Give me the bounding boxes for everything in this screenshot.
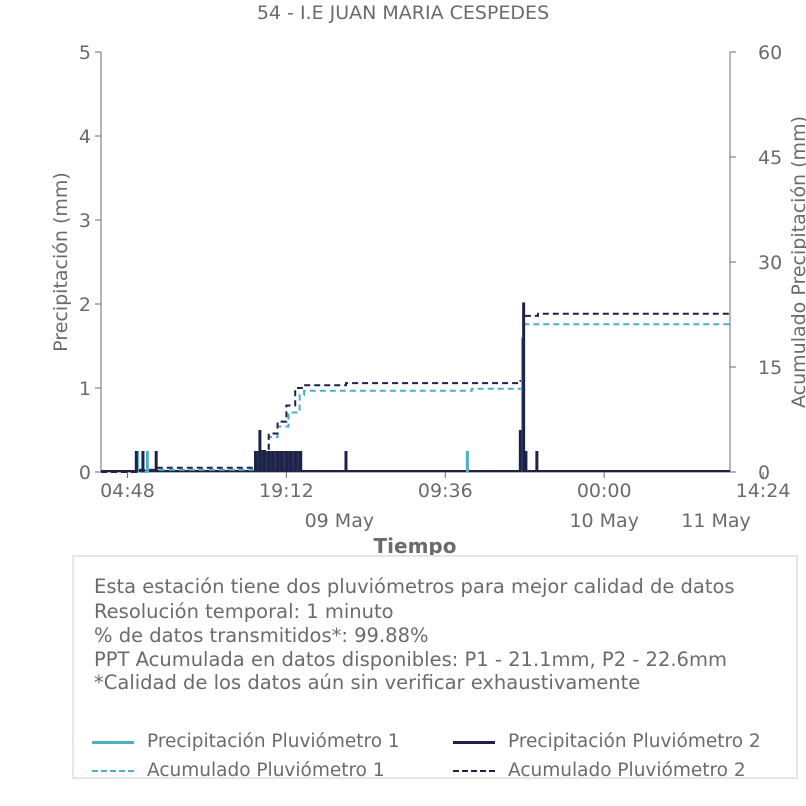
- x-tick-label: 14:24: [736, 480, 791, 502]
- y-right-axis-title: Acumulado Precipitación (mm): [788, 116, 806, 408]
- left-tick-label: 5: [79, 42, 91, 64]
- legend-swatch-p1-cum: [92, 770, 134, 772]
- x-date-label: 10 May: [569, 510, 639, 532]
- legend-swatch-p1-line: [92, 741, 134, 744]
- left-tick-label: 1: [79, 378, 91, 400]
- right-tick-label: 15: [758, 357, 782, 379]
- legend-label-p1-line: Precipitación Pluviómetro 1: [147, 731, 400, 752]
- x-date-label: 09 May: [305, 510, 375, 532]
- info-line-quality-note: *Calidad de los datos aún sin verificar …: [94, 671, 641, 694]
- right-tick-label: 30: [758, 252, 782, 274]
- right-tick-label: 60: [758, 42, 782, 64]
- info-line-accumulated: PPT Acumulada en datos disponibles: P1 -…: [94, 648, 727, 671]
- y-left-axis-title: Precipitación (mm): [50, 172, 72, 352]
- x-tick-label: 00:00: [577, 480, 632, 502]
- right-tick-label: 0: [758, 462, 770, 484]
- left-tick-label: 3: [79, 210, 91, 232]
- legend-swatch-p2-cum: [453, 770, 495, 772]
- legend-label-p2-cum: Acumulado Pluviómetro 2: [508, 760, 746, 781]
- legend-label-p1-cum: Acumulado Pluviómetro 1: [147, 760, 385, 781]
- info-line-resolution: Resolución temporal: 1 minuto: [94, 600, 394, 623]
- info-line-dual-gauge: Esta estación tiene dos pluviómetros par…: [94, 575, 735, 598]
- legend-label-p2-line: Precipitación Pluviómetro 2: [508, 731, 761, 752]
- x-tick-label: 04:48: [100, 480, 155, 502]
- left-tick-label: 0: [79, 462, 91, 484]
- precip-burst-p2: [255, 451, 302, 472]
- legend-swatch-p2-line: [453, 741, 495, 744]
- x-date-label: 11 May: [681, 510, 751, 532]
- info-line-transmitted: % de datos transmitidos*: 99.88%: [94, 624, 429, 647]
- x-tick-label: 09:36: [418, 480, 473, 502]
- x-axis-title: Tiempo: [374, 534, 457, 558]
- info-legend-box: Esta estación tiene dos pluviómetros par…: [72, 555, 798, 781]
- chart-title: 54 - I.E JUAN MARIA CESPEDES: [256, 2, 550, 24]
- right-tick-label: 45: [758, 147, 782, 169]
- cumulative-line-p1: [101, 323, 730, 473]
- x-tick-label: 19:12: [259, 480, 314, 502]
- left-tick-label: 4: [79, 126, 91, 148]
- left-tick-label: 2: [79, 294, 91, 316]
- cumulative-line-p2: [101, 312, 730, 473]
